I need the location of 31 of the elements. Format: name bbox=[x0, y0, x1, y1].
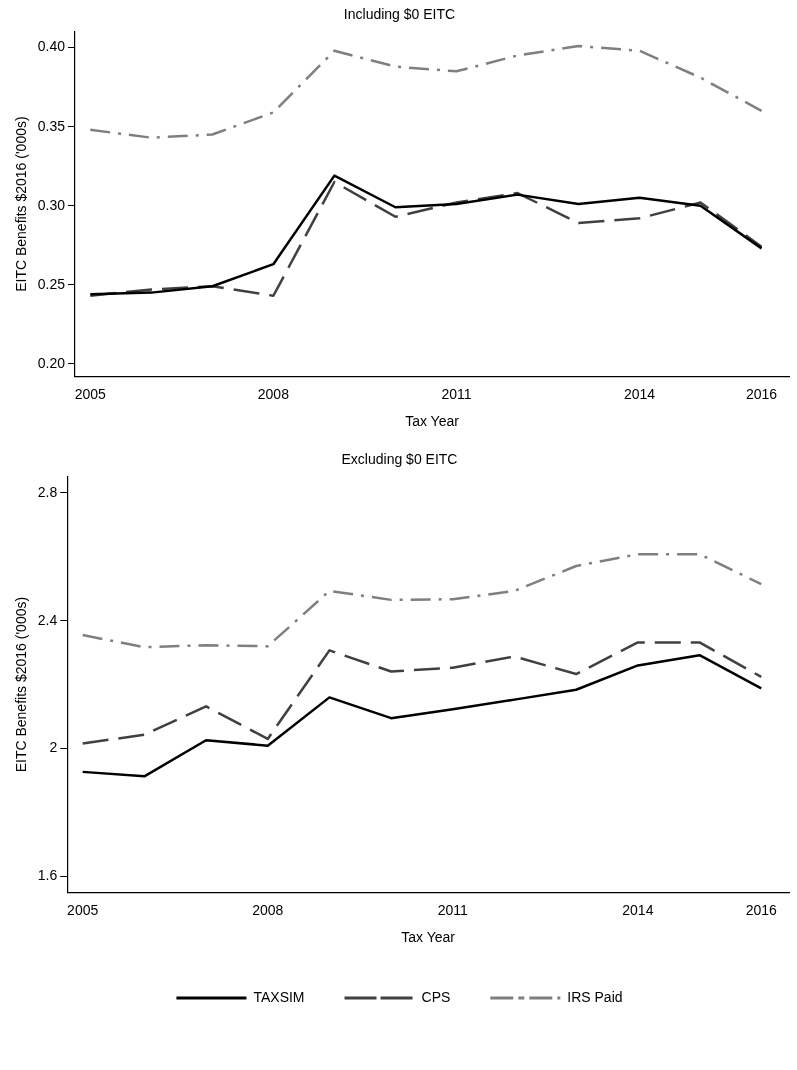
y-tick-label: 0.35 bbox=[37, 117, 66, 134]
line-series bbox=[81, 552, 763, 649]
line-series bbox=[89, 44, 763, 139]
y-tick-label: 2.4 bbox=[37, 611, 58, 628]
x-tick-label: 2016 bbox=[745, 385, 778, 402]
y-tick-label: 0.40 bbox=[37, 38, 66, 55]
legend-label: IRS Paid bbox=[567, 988, 623, 1005]
y-tick-label: 0.25 bbox=[37, 275, 66, 292]
x-tick-label: 2014 bbox=[623, 385, 656, 402]
x-tick-label: 2014 bbox=[622, 901, 654, 918]
x-tick-label: 2011 bbox=[437, 901, 469, 918]
x-tick-label: 2005 bbox=[67, 901, 99, 918]
line-series bbox=[81, 641, 763, 745]
chart-title: Excluding $0 EITC bbox=[341, 451, 458, 468]
x-tick-label: 2011 bbox=[441, 385, 472, 402]
chart-title: Including $0 EITC bbox=[343, 6, 456, 23]
x-axis-title: Tax Year bbox=[401, 929, 456, 946]
y-tick-label: 0.20 bbox=[37, 354, 66, 371]
y-tick-label: 0.30 bbox=[37, 196, 66, 213]
y-tick-label: 2.8 bbox=[37, 483, 58, 500]
y-axis-title: EITC Benefits $2016 ('000s) bbox=[13, 116, 30, 292]
x-tick-label: 2016 bbox=[745, 901, 778, 918]
x-tick-label: 2005 bbox=[74, 385, 107, 402]
y-tick-label: 1.6 bbox=[37, 867, 58, 884]
x-tick-label: 2008 bbox=[257, 385, 290, 402]
legend-label: CPS bbox=[421, 988, 451, 1005]
x-axis-title: Tax Year bbox=[405, 413, 460, 430]
y-axis-title: EITC Benefits $2016 ('000s) bbox=[13, 596, 30, 773]
x-tick-label: 2008 bbox=[252, 901, 284, 918]
legend-label: TAXSIM bbox=[253, 988, 305, 1005]
y-tick-label: 2 bbox=[49, 739, 58, 756]
